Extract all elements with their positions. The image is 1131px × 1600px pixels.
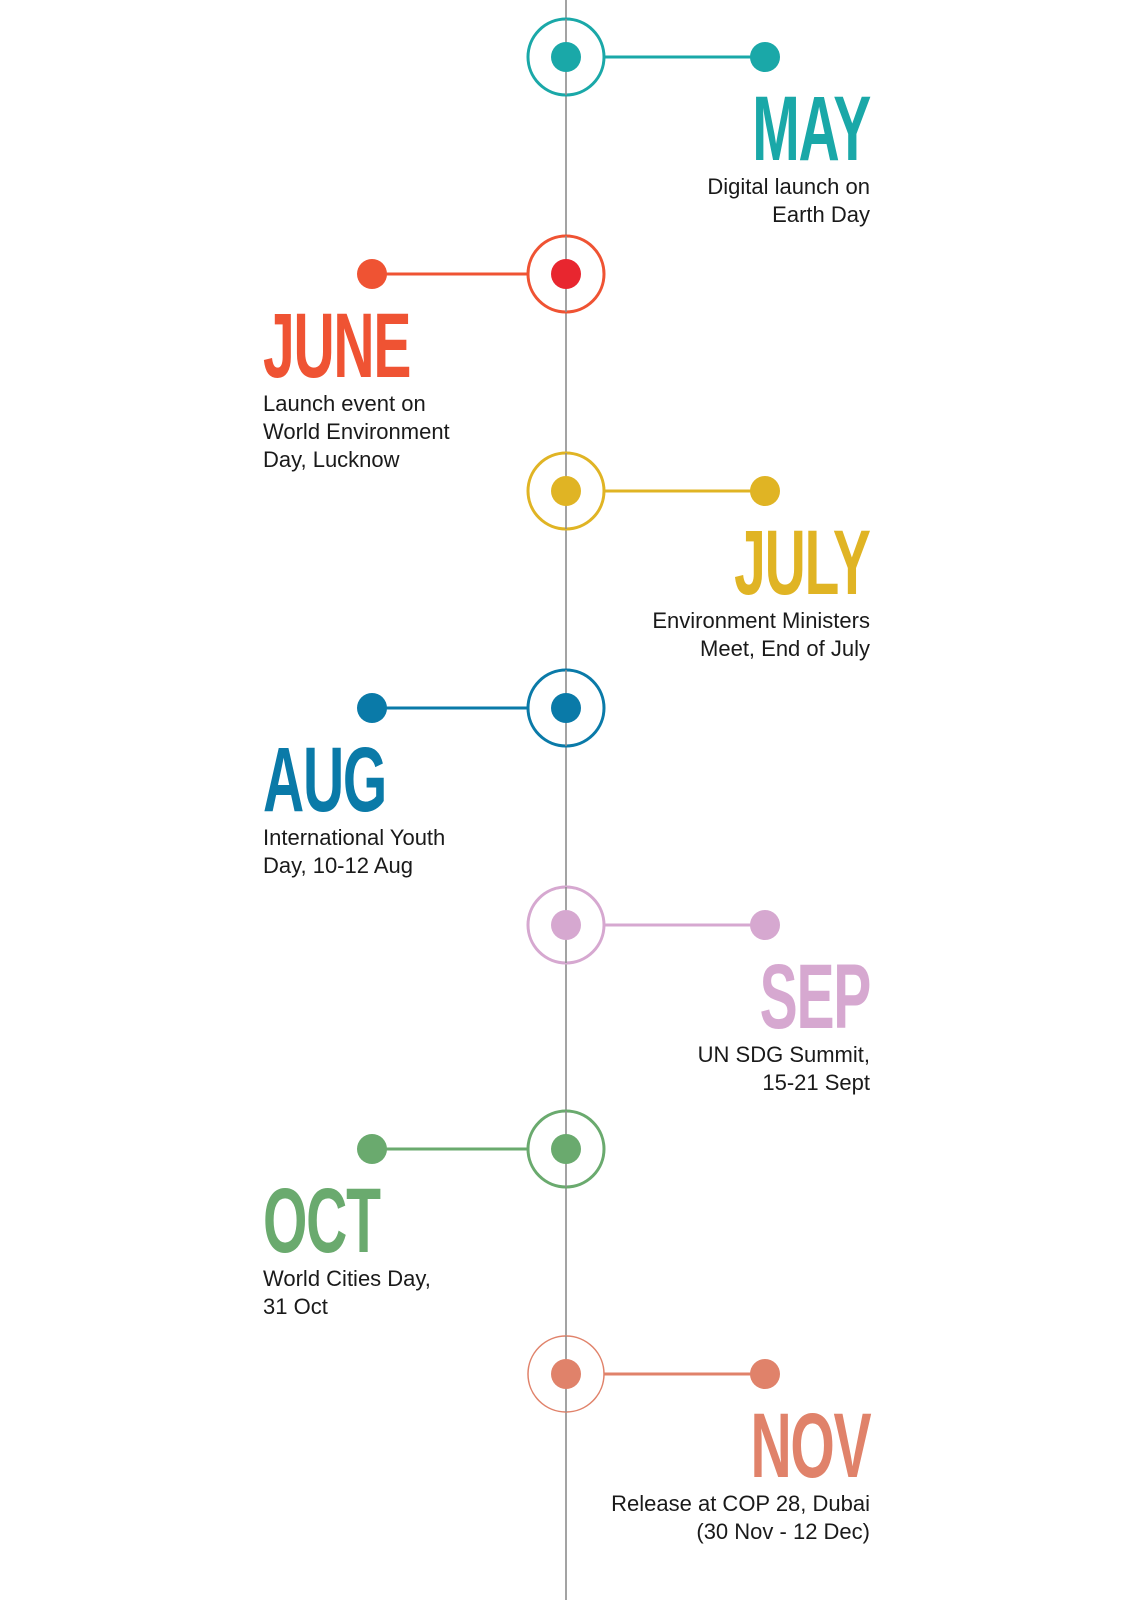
- connector-end-dot-may: [750, 42, 780, 72]
- connector-end-dot-aug: [357, 693, 387, 723]
- node-center-dot-sep: [551, 910, 581, 940]
- month-label-june: JUNE: [263, 295, 411, 397]
- month-label-oct: OCT: [263, 1170, 381, 1272]
- month-label-nov: NOV: [750, 1395, 871, 1497]
- connector-end-dot-nov: [750, 1359, 780, 1389]
- timeline-node-nov: [527, 1335, 780, 1413]
- connector-end-dot-sep: [750, 910, 780, 940]
- timeline-node-aug: [357, 668, 606, 748]
- event-description-oct: World Cities Day, 31 Oct: [263, 1266, 431, 1319]
- timeline-node-oct: [357, 1109, 606, 1189]
- timeline-node-sep: [526, 885, 780, 965]
- node-center-dot-aug: [551, 693, 581, 723]
- connector-end-dot-june: [357, 259, 387, 289]
- event-description-aug: International Youth Day, 10-12 Aug: [263, 825, 446, 878]
- timeline-node-july: [526, 451, 780, 531]
- month-label-july: JULY: [734, 512, 871, 614]
- month-label-may: MAY: [752, 78, 871, 180]
- timeline-node-may: [526, 17, 780, 97]
- month-label-sep: SEP: [759, 946, 872, 1048]
- node-center-dot-oct: [551, 1134, 581, 1164]
- event-description-july: Environment Ministers Meet, End of July: [652, 608, 870, 661]
- node-center-dot-july: [551, 476, 581, 506]
- event-description-may: Digital launch on Earth Day: [707, 174, 870, 227]
- month-label-aug: AUG: [263, 729, 387, 831]
- timeline-node-june: [357, 234, 606, 314]
- connector-end-dot-july: [750, 476, 780, 506]
- event-description-sep: UN SDG Summit, 15-21 Sept: [697, 1042, 870, 1095]
- event-description-june: Launch event on World Environment Day, L…: [263, 391, 450, 472]
- node-center-dot-june: [551, 259, 581, 289]
- event-description-nov: Release at COP 28, Dubai (30 Nov - 12 De…: [611, 1491, 870, 1544]
- connector-end-dot-oct: [357, 1134, 387, 1164]
- node-center-dot-may: [551, 42, 581, 72]
- node-center-dot-nov: [551, 1359, 581, 1389]
